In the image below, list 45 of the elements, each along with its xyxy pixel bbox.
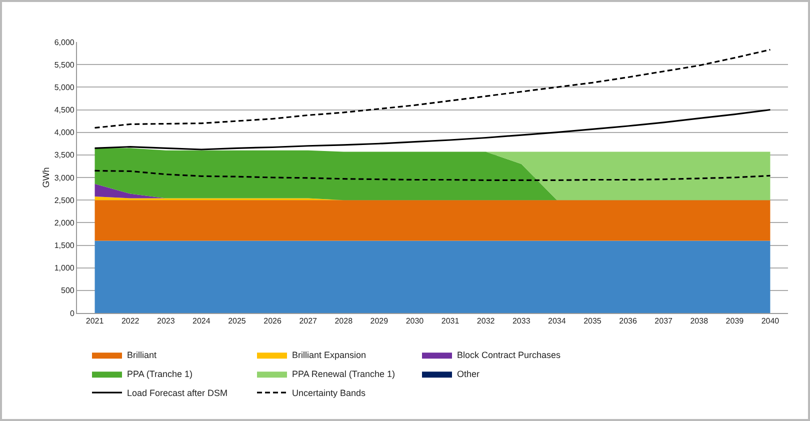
legend-label: PPA (Tranche 1) [127, 369, 193, 380]
line-series [94, 170, 772, 182]
y-tick-label: 500 [61, 286, 75, 296]
y-tick-label: 1,000 [54, 264, 75, 273]
x-tick-label: 2038 [690, 316, 709, 326]
y-tick-label: 5,000 [54, 82, 75, 92]
x-tick-label: 2030 [406, 316, 424, 326]
x-tick-label: 2039 [726, 316, 744, 326]
y-tick-label: 2,000 [54, 218, 75, 228]
y-tick-label: 3,000 [54, 173, 75, 182]
x-tick-label: 2033 [512, 316, 531, 326]
x-tick-label: 2040 [761, 316, 780, 326]
legend-label: PPA Renewal (Tranche 1) [292, 369, 396, 380]
x-tick-label: 2022 [121, 316, 140, 326]
x-tick-label: 2034 [548, 316, 566, 326]
x-tick-label: 2035 [584, 316, 602, 326]
y-tick-label: 1,500 [54, 241, 75, 250]
y-tick-label: 5,500 [54, 60, 75, 70]
legend-label: Uncertainty Bands [292, 388, 366, 398]
legend-label: Brilliant Expansion [292, 350, 366, 360]
x-tick-label: 2032 [476, 316, 496, 326]
x-tick-label: 2036 [619, 316, 638, 326]
legend-label: Load Forecast after DSM [127, 388, 228, 398]
y-tick-label: 4,500 [54, 106, 75, 115]
x-tick-label: 2027 [299, 316, 318, 326]
x-tick-label: 2028 [334, 316, 354, 326]
y-tick-label: 2,500 [54, 196, 75, 205]
legend-label: Block Contract Purchases [457, 350, 562, 360]
x-tick-label: 2025 [228, 316, 246, 326]
x-tick-label: 2024 [192, 316, 211, 326]
x-tick-label: 2037 [654, 316, 674, 326]
x-tick-label: 2029 [370, 316, 389, 326]
legend-label: Brilliant [127, 350, 158, 360]
x-tick-label: 2026 [264, 316, 282, 326]
line-series [94, 48, 772, 129]
line-series [94, 108, 772, 150]
x-tick-label: 2031 [441, 316, 460, 326]
y-tick-label: 4,000 [54, 128, 75, 138]
y-tick-label: 3,500 [54, 150, 75, 160]
y-tick-label: 0 [70, 308, 75, 318]
y-axis-title: GWh [41, 167, 51, 188]
y-tick-label: 6,000 [54, 38, 75, 47]
x-tick-label: 2021 [86, 316, 104, 326]
x-tick-label: 2023 [156, 316, 176, 326]
legend-label: Other [457, 369, 480, 380]
